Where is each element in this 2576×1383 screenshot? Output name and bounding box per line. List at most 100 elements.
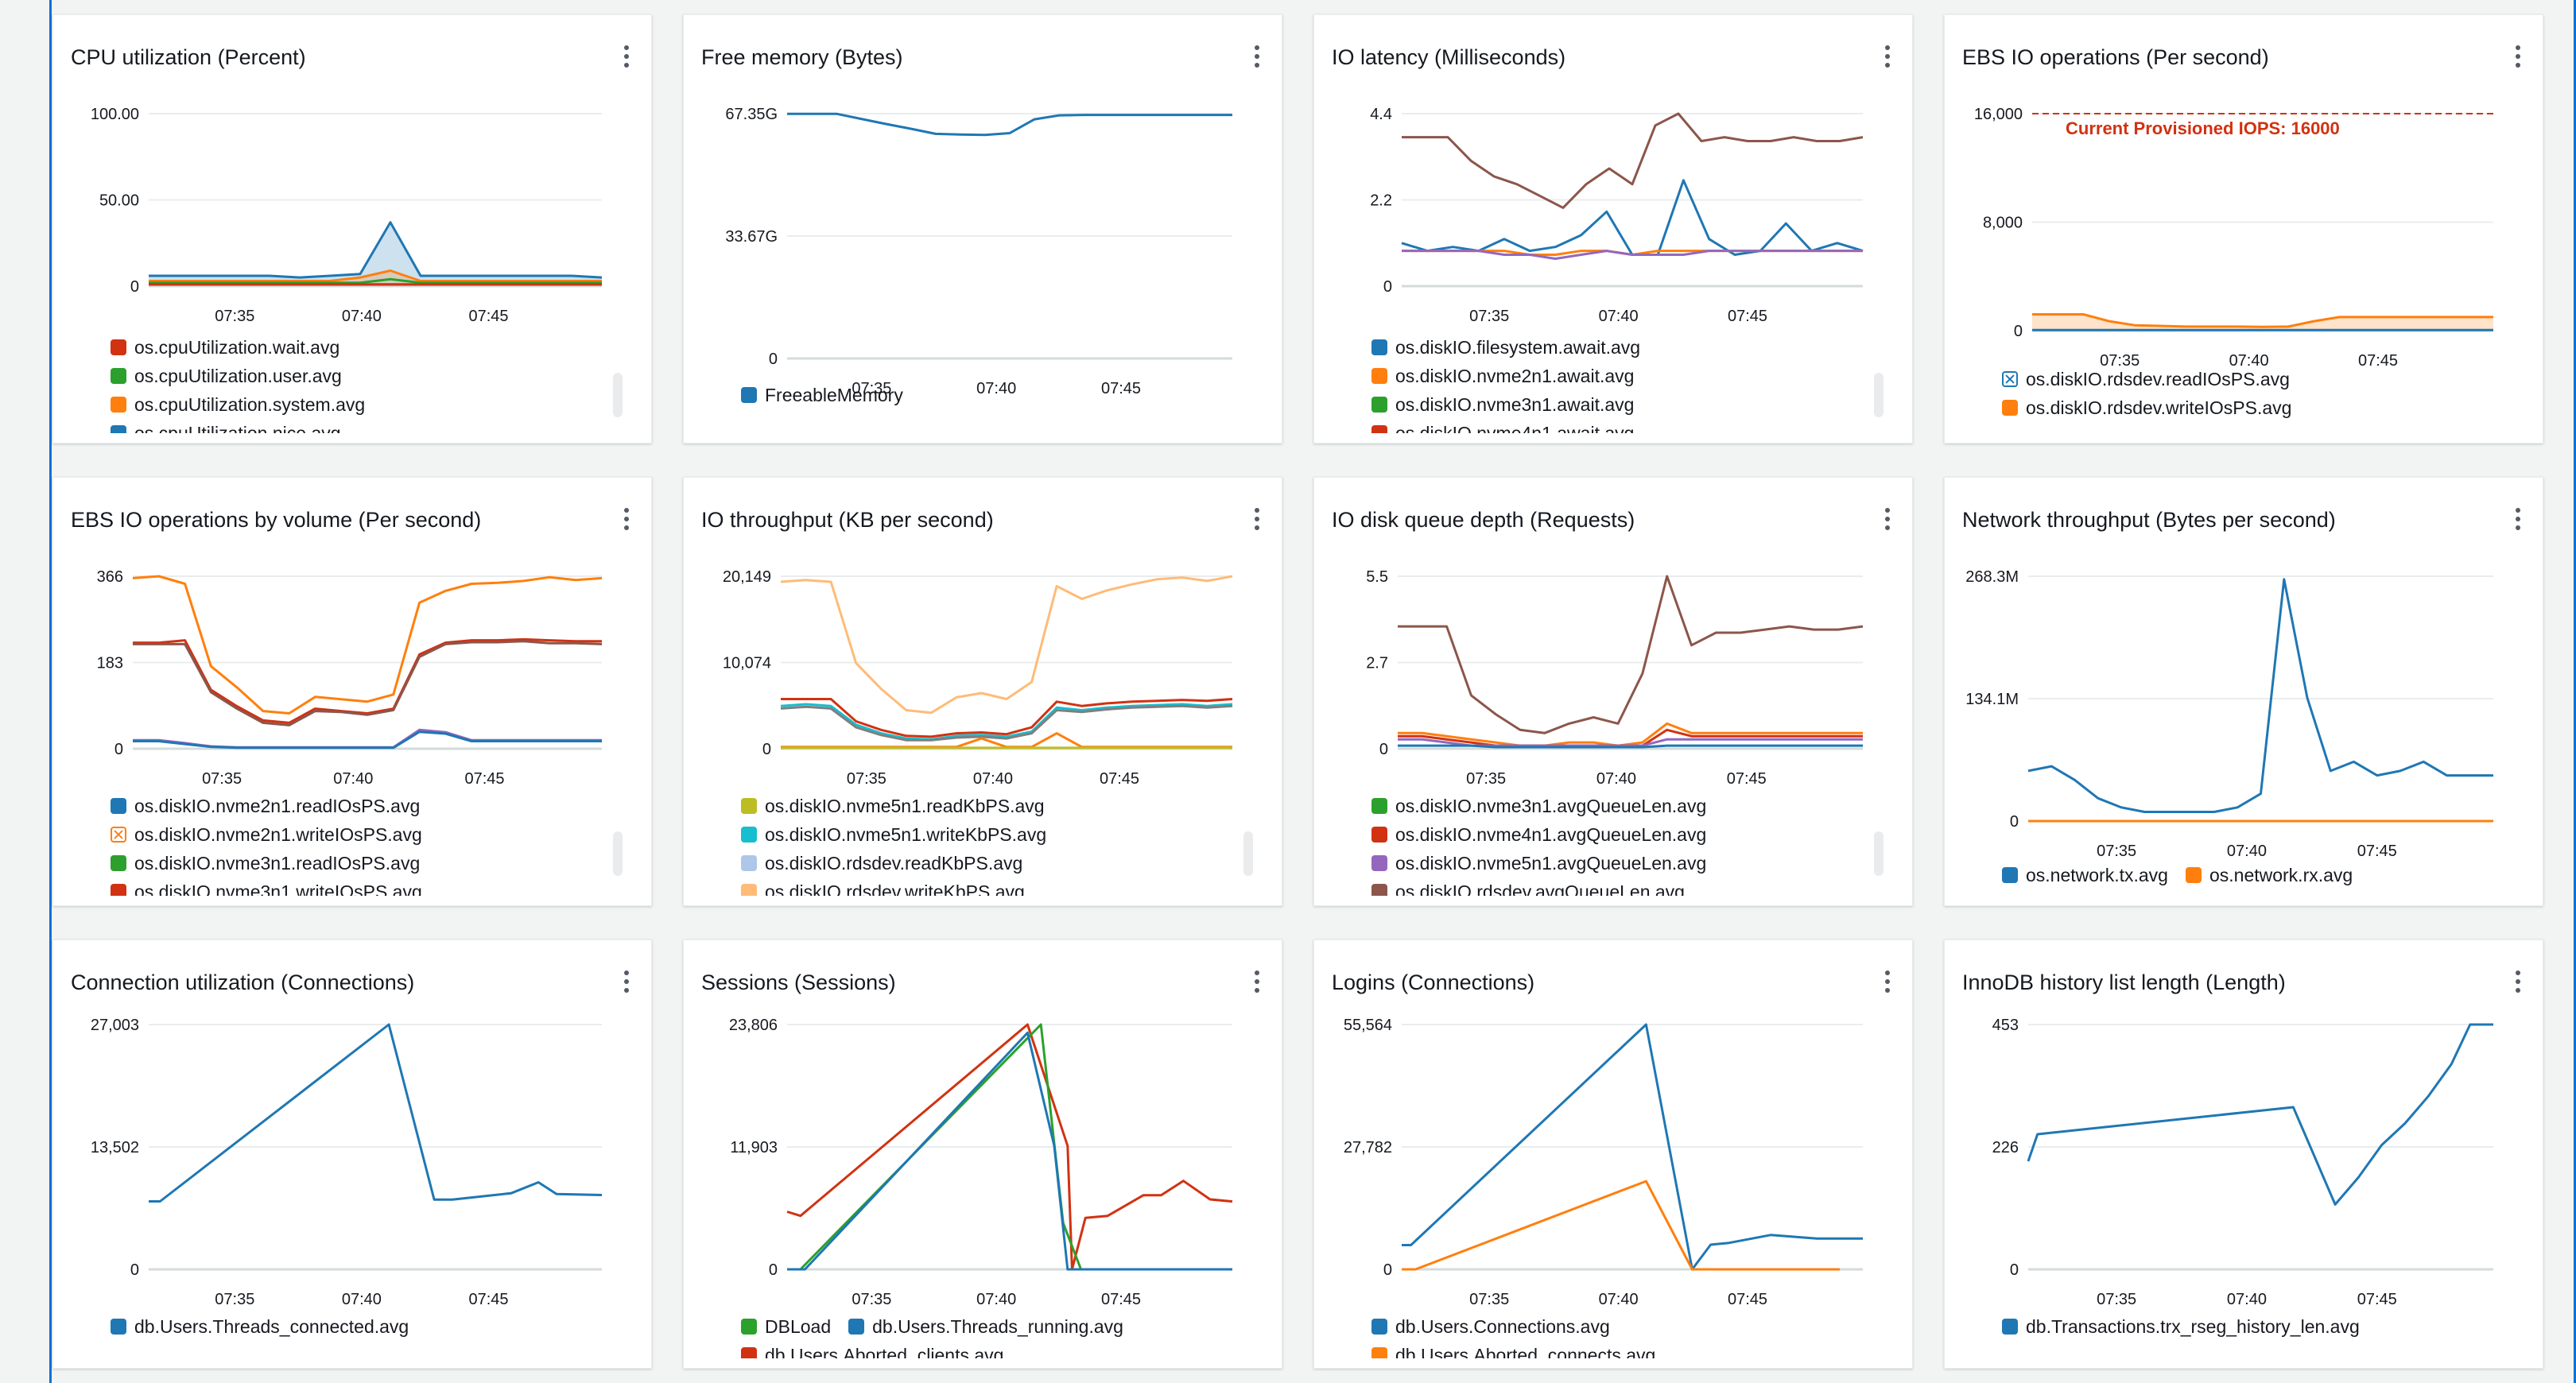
legend-swatch-icon bbox=[111, 884, 126, 896]
more-actions-icon[interactable] bbox=[2512, 45, 2524, 72]
legend-swatch-icon bbox=[1371, 827, 1387, 843]
legend-label: os.diskIO.rdsdev.writeIOsPS.avg bbox=[2026, 397, 2292, 418]
legend-swatch-icon bbox=[111, 855, 126, 871]
legend-item[interactable]: os.diskIO.filesystem.await.avg bbox=[1371, 333, 1884, 362]
legend-label: os.cpuUtilization.system.avg bbox=[134, 393, 366, 415]
more-actions-icon[interactable] bbox=[621, 508, 632, 535]
legend-item[interactable]: os.diskIO.rdsdev.readKbPS.avg bbox=[741, 849, 1253, 877]
legend-item[interactable]: os.cpuUtilization.nice.avg bbox=[111, 419, 623, 433]
legend-label: FreeableMemory bbox=[765, 384, 903, 405]
legend-label: db.Users.Aborted_connects.avg bbox=[1395, 1344, 1656, 1359]
series-line bbox=[133, 728, 602, 749]
legend-scrollbar[interactable] bbox=[1874, 831, 1884, 876]
legend-item[interactable]: os.diskIO.rdsdev.writeIOsPS.avg bbox=[2002, 393, 2291, 422]
more-actions-icon[interactable] bbox=[1882, 970, 1893, 998]
legend-item[interactable]: os.diskIO.nvme3n1.await.avg bbox=[1371, 390, 1884, 419]
series-line bbox=[780, 703, 1233, 741]
legend-item[interactable]: os.diskIO.nvme2n1.await.avg bbox=[1371, 362, 1884, 390]
x-tick-label: 07:35 bbox=[1466, 770, 1506, 788]
legend-label: os.diskIO.nvme5n1.readKbPS.avg bbox=[765, 795, 1045, 816]
legend-label: os.diskIO.nvme5n1.avgQueueLen.avg bbox=[1395, 852, 1707, 874]
y-tick-label: 27,003 bbox=[91, 1017, 139, 1034]
more-actions-icon[interactable] bbox=[1251, 970, 1263, 998]
y-tick-label: 226 bbox=[1992, 1139, 2019, 1156]
series-line bbox=[1398, 744, 1863, 749]
legend-item[interactable]: DBLoad bbox=[741, 1312, 831, 1341]
y-tick-label: 13,502 bbox=[91, 1139, 139, 1156]
more-actions-icon[interactable] bbox=[2512, 970, 2524, 998]
chart-plot: 67.35G 33.67G 0 07:35 07:40 07:45 bbox=[725, 106, 1232, 397]
y-tick-label: 4.4 bbox=[1370, 106, 1392, 123]
legend-item[interactable]: os.cpuUtilization.system.avg bbox=[111, 390, 623, 419]
legend-swatch-icon bbox=[741, 827, 757, 843]
legend-item[interactable]: os.diskIO.nvme3n1.readIOsPS.avg bbox=[111, 849, 623, 877]
y-tick-label: 8,000 bbox=[1983, 215, 2023, 232]
more-actions-icon[interactable] bbox=[1882, 45, 1893, 72]
legend-item[interactable]: db.Users.Threads_connected.avg bbox=[111, 1312, 623, 1341]
legend-item[interactable]: os.diskIO.nvme4n1.await.avg bbox=[1371, 419, 1884, 433]
legend-swatch-icon bbox=[1371, 1347, 1387, 1358]
y-tick-label: 27,782 bbox=[1344, 1139, 1392, 1156]
legend-item[interactable]: os.diskIO.nvme5n1.avgQueueLen.avg bbox=[1371, 849, 1884, 877]
legend-swatch-icon bbox=[2185, 867, 2202, 883]
legend-item[interactable]: os.network.tx.avg bbox=[2002, 861, 2168, 889]
legend-scrollbar[interactable] bbox=[1874, 373, 1884, 417]
legend-item[interactable]: db.Users.Connections.avg bbox=[1371, 1312, 1610, 1341]
more-actions-icon[interactable] bbox=[2512, 508, 2524, 535]
legend-item[interactable]: os.cpuUtilization.wait.avg bbox=[111, 333, 623, 362]
chart-plot: 100.00 50.00 0 07:35 07:40 07:45 bbox=[91, 106, 603, 325]
legend-label: os.diskIO.rdsdev.readKbPS.avg bbox=[765, 852, 1023, 874]
legend-item[interactable]: os.cpuUtilization.user.avg bbox=[111, 362, 623, 390]
legend-swatch-icon bbox=[1371, 855, 1387, 871]
legend-label: os.diskIO.nvme4n1.await.avg bbox=[1395, 422, 1635, 434]
more-actions-icon[interactable] bbox=[1882, 508, 1893, 535]
legend-scrollbar[interactable] bbox=[613, 373, 623, 417]
legend-swatch-icon bbox=[1371, 339, 1387, 355]
card-title: IO latency (Milliseconds) bbox=[1332, 45, 1566, 69]
chart-plot: 16,000 8,000 0 07:35 07:40 07:45 Current Provi… bbox=[1974, 106, 2493, 370]
more-actions-icon[interactable] bbox=[1251, 508, 1263, 535]
y-tick-label: 0 bbox=[130, 1261, 139, 1279]
legend-swatch-icon bbox=[1371, 425, 1387, 433]
legend-swatch-icon bbox=[1371, 368, 1387, 384]
legend-swatch-icon bbox=[2002, 400, 2018, 416]
chart-legend: os.diskIO.nvme3n1.avgQueueLen.avg os.disk… bbox=[1371, 792, 1884, 896]
more-actions-icon[interactable] bbox=[1251, 45, 1263, 72]
legend-item[interactable]: os.network.rx.avg bbox=[2185, 861, 2353, 889]
legend-item[interactable]: db.Transactions.trx_rseg_history_len.avg bbox=[2002, 1312, 2514, 1341]
legend-item[interactable]: os.diskIO.rdsdev.avgQueueLen.avg bbox=[1371, 877, 1884, 896]
chart-plot: 5.5 2.7 0 07:35 07:40 07:45 bbox=[1366, 568, 1864, 788]
legend-item[interactable]: FreeableMemory bbox=[741, 381, 1253, 409]
legend-item[interactable]: os.diskIO.rdsdev.readIOsPS.avg bbox=[2002, 365, 2290, 393]
more-actions-icon[interactable] bbox=[621, 45, 632, 72]
y-tick-label: 10,074 bbox=[723, 655, 771, 672]
legend-item[interactable]: db.Users.Aborted_clients.avg bbox=[741, 1341, 1003, 1358]
y-tick-label: 33.67G bbox=[725, 228, 778, 246]
legend-scrollbar[interactable] bbox=[613, 831, 623, 876]
legend-item[interactable]: os.diskIO.nvme5n1.writeKbPS.avg bbox=[741, 820, 1253, 849]
legend-item[interactable]: os.diskIO.nvme4n1.avgQueueLen.avg bbox=[1371, 820, 1884, 849]
series-line bbox=[1401, 179, 1864, 256]
card-title: CPU utilization (Percent) bbox=[71, 45, 306, 69]
series-line bbox=[787, 1031, 1232, 1271]
legend-item[interactable]: os.diskIO.nvme5n1.readKbPS.avg bbox=[741, 792, 1253, 820]
chart-plot: 4.4 2.2 0 07:35 07:40 07:45 bbox=[1370, 106, 1864, 325]
legend-item[interactable]: os.diskIO.nvme3n1.writeIOsPS.avg bbox=[111, 877, 623, 896]
legend-scrollbar[interactable] bbox=[1243, 831, 1253, 876]
x-tick-label: 07:45 bbox=[2357, 1291, 2397, 1308]
left-focus-edge bbox=[49, 0, 52, 1383]
legend-item[interactable]: os.diskIO.nvme3n1.avgQueueLen.avg bbox=[1371, 792, 1884, 820]
legend-item[interactable]: db.Users.Aborted_connects.avg bbox=[1371, 1341, 1655, 1358]
series-line bbox=[1398, 575, 1864, 734]
more-actions-icon[interactable] bbox=[621, 970, 632, 998]
legend-item[interactable]: os.diskIO.nvme2n1.writeIOsPS.avg bbox=[111, 820, 623, 849]
legend-swatch-icon bbox=[2002, 867, 2018, 883]
x-tick-label: 07:45 bbox=[1101, 380, 1141, 397]
legend-label: os.diskIO.rdsdev.avgQueueLen.avg bbox=[1395, 881, 1685, 897]
card-title: IO throughput (KB per second) bbox=[701, 508, 994, 532]
legend-item[interactable]: os.diskIO.nvme2n1.readIOsPS.avg bbox=[111, 792, 623, 820]
metric-card: IO throughput (KB per second) 20,149 10,07… bbox=[683, 477, 1282, 906]
legend-item[interactable]: db.Users.Threads_running.avg bbox=[848, 1312, 1123, 1341]
chart-plot: 20,149 10,074 0 07:35 07:40 07:45 bbox=[723, 568, 1233, 788]
legend-item[interactable]: os.diskIO.rdsdev.writeKbPS.avg bbox=[741, 877, 1253, 896]
